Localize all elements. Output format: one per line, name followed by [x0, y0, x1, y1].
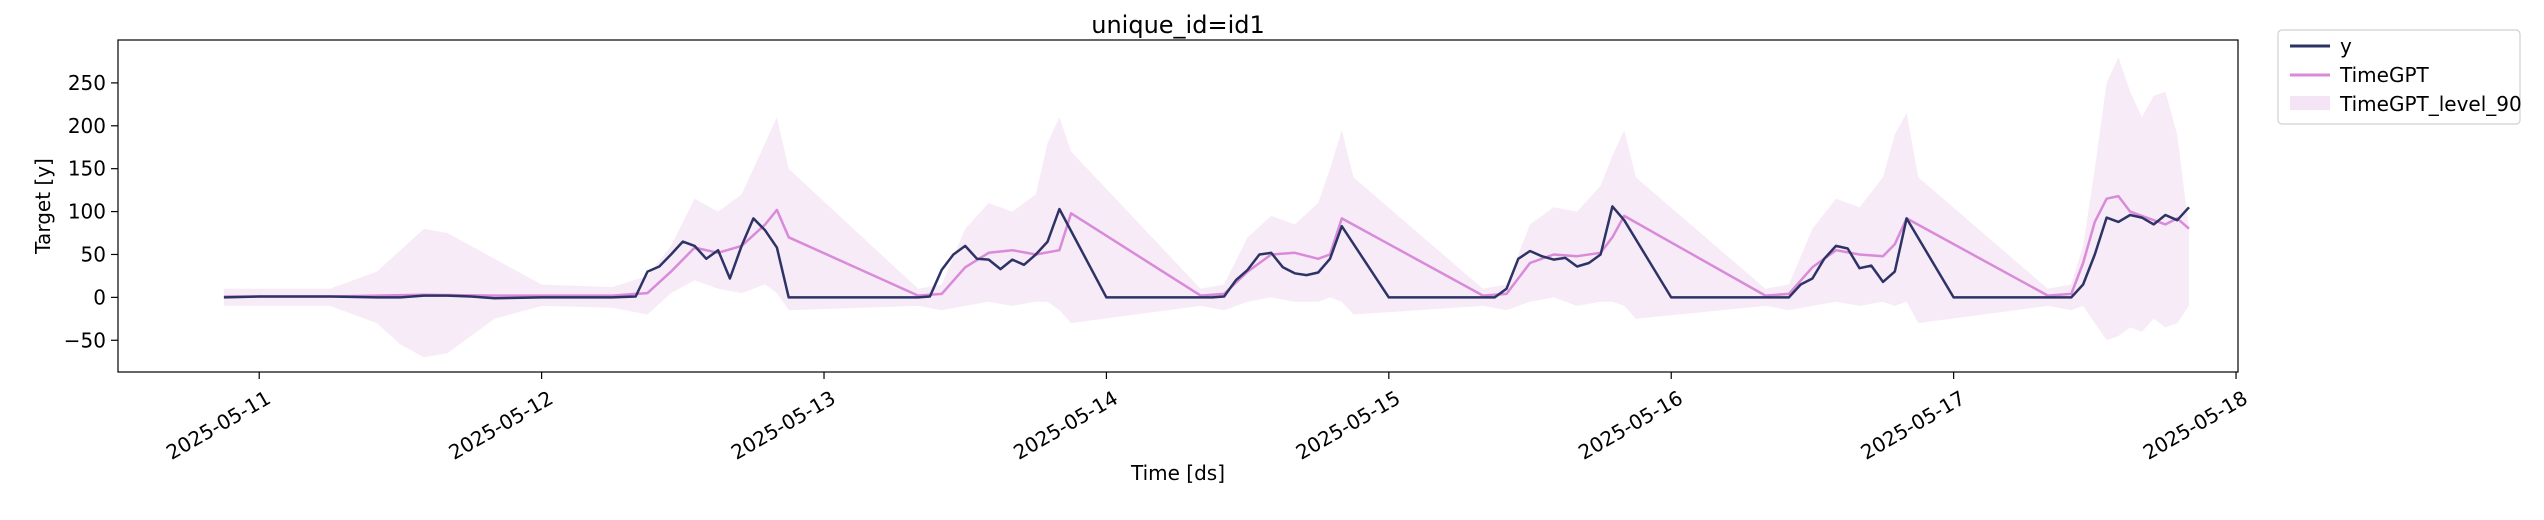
x-axis-label: Time [ds]: [1130, 461, 1225, 485]
y-axis-label: Target [y]: [31, 158, 55, 255]
x-tick-label: 2025-05-13: [727, 386, 840, 465]
x-tick-label: 2025-05-17: [1856, 386, 1969, 465]
legend-swatch-timegpt-level-90: [2290, 96, 2330, 110]
legend-label-y: y: [2340, 34, 2352, 58]
y-tick-label: −50: [64, 328, 106, 352]
y-tick-label: 150: [68, 157, 106, 181]
y-tick-label: 250: [68, 71, 106, 95]
series-line-timegpt: [223, 194, 2190, 298]
x-tick-label: 2025-05-11: [162, 386, 275, 465]
series-line-y: [223, 205, 2190, 300]
legend-frame: [2277, 29, 2521, 125]
plot-area: [223, 57, 2190, 358]
series-band-timegpt-level-90: [223, 57, 2189, 358]
plot-frame: [117, 39, 2239, 373]
chart-title: unique_id=id1: [1091, 11, 1264, 39]
x-tick-label: 2025-05-18: [2139, 386, 2252, 465]
legend: y TimeGPT TimeGPT_level_90: [2277, 29, 2522, 125]
x-tick-label: 2025-05-16: [1574, 386, 1687, 465]
y-axis: −50 0 50 100 150 200 250: [64, 71, 118, 352]
legend-label-timegpt: TimeGPT: [2339, 63, 2430, 87]
x-tick-label: 2025-05-12: [444, 386, 557, 465]
y-tick-label: 0: [93, 285, 106, 309]
x-tick-label: 2025-05-15: [1292, 386, 1405, 465]
y-tick-label: 200: [68, 114, 106, 138]
x-axis: 2025-05-11 2025-05-12 2025-05-13 2025-05-14…: [162, 372, 2252, 465]
x-tick-label: 2025-05-14: [1009, 386, 1122, 465]
y-tick-label: 50: [81, 242, 106, 266]
y-tick-label: 100: [68, 200, 106, 224]
legend-label-timegpt-level-90: TimeGPT_level_90: [2339, 92, 2522, 116]
